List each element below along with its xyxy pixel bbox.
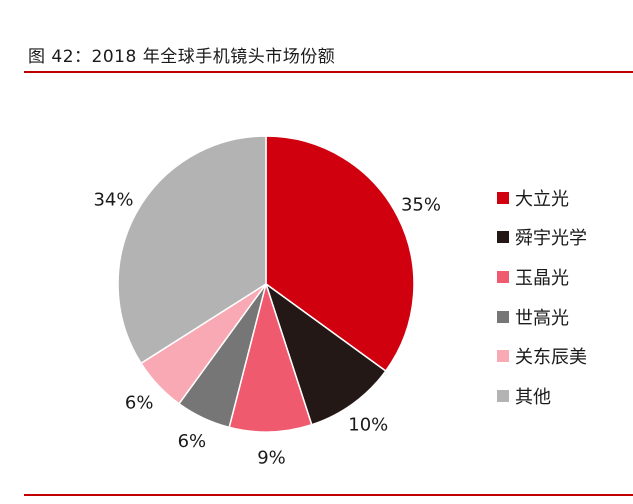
legend-label: 世高光 xyxy=(515,307,569,329)
legend-swatch xyxy=(497,270,509,283)
data-label-3: 9% xyxy=(257,447,286,468)
legend-item-1: 大立光 xyxy=(497,178,587,218)
legend-swatch xyxy=(497,231,509,244)
data-label-1: 35% xyxy=(401,195,441,216)
legend-label: 舜宇光学 xyxy=(515,228,587,250)
chart-title: 图 42：2018 年全球手机镜头市场份额 xyxy=(28,47,336,67)
legend-item-5: 关东辰美 xyxy=(497,336,587,376)
legend-item-2: 舜宇光学 xyxy=(497,218,587,258)
pie-slice-1 xyxy=(265,135,415,373)
data-label-5: 6% xyxy=(125,393,154,414)
legend-swatch xyxy=(497,191,509,204)
pie-slice-3 xyxy=(228,281,313,433)
legend-swatch xyxy=(497,389,509,402)
legend-label: 关东辰美 xyxy=(515,347,587,369)
legend-item-4: 世高光 xyxy=(497,297,587,337)
legend-label: 大立光 xyxy=(515,188,569,210)
chart-legend: 大立光舜宇光学玉晶光世高光关东辰美其他 xyxy=(497,178,587,416)
bottom-divider xyxy=(24,494,633,496)
data-label-4: 6% xyxy=(178,431,207,452)
title-divider xyxy=(24,71,633,73)
data-label-6: 34% xyxy=(93,190,133,211)
pie-slice-2 xyxy=(264,282,387,426)
legend-swatch xyxy=(497,350,509,363)
legend-label: 玉晶光 xyxy=(515,267,569,289)
pie-slices xyxy=(117,135,415,433)
legend-item-6: 其他 xyxy=(497,376,587,416)
legend-item-3: 玉晶光 xyxy=(497,257,587,297)
legend-label: 其他 xyxy=(515,386,551,408)
data-label-2: 10% xyxy=(348,414,388,435)
pie-labels: 35% 10% 9% 6% 6% 34% xyxy=(93,190,441,469)
legend-swatch xyxy=(497,310,509,323)
pie-slice-6 xyxy=(117,135,267,365)
